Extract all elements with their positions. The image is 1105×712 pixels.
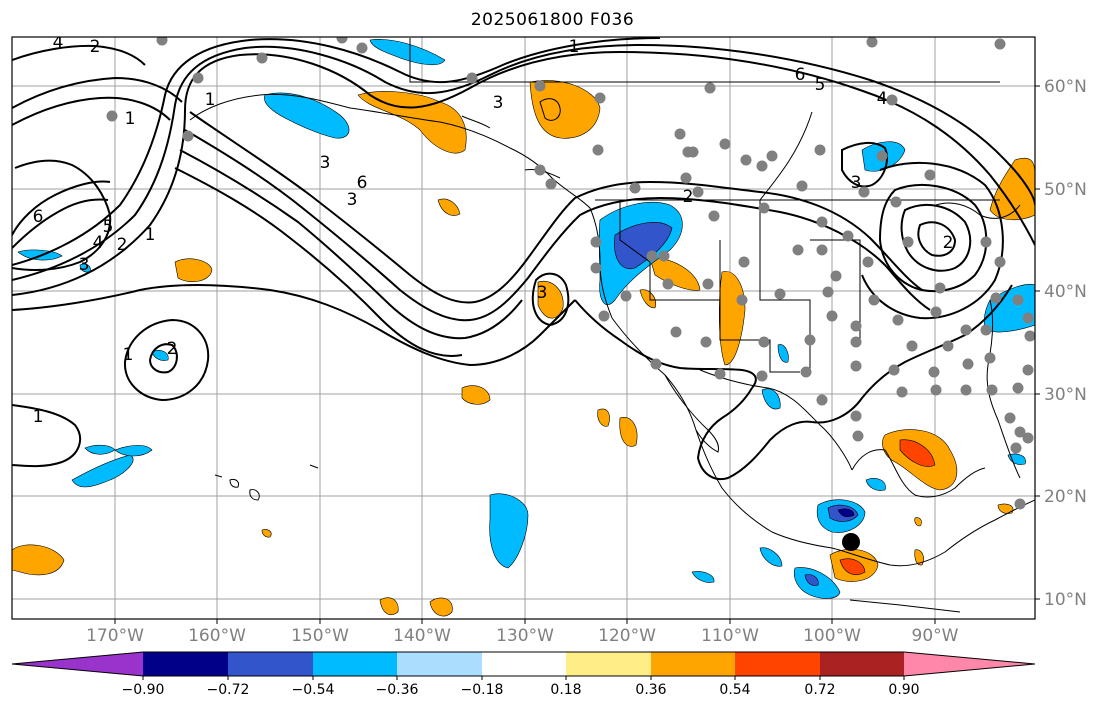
contour-lines	[12, 37, 1035, 480]
station-markers	[106, 37, 1035, 510]
colorbar-cell	[143, 652, 228, 676]
colorbar-cell	[820, 652, 904, 676]
contour-label: 6	[33, 207, 44, 227]
contour-label: 2	[117, 235, 128, 255]
highlight-marker	[842, 533, 860, 551]
contour-label: 6	[357, 173, 368, 193]
longitude-label: 170°W	[86, 626, 144, 646]
positive-anomaly-shading	[12, 80, 1035, 617]
latitude-label: 30°N	[1044, 385, 1087, 405]
contour-label: 3	[320, 153, 331, 173]
colorbar-cell	[228, 652, 313, 676]
colorbar-cell	[482, 652, 566, 676]
contour-label: 1	[205, 90, 216, 110]
longitude-label: 90°W	[911, 626, 959, 646]
contour-label: 3	[851, 173, 862, 193]
latitude-label: 20°N	[1044, 487, 1087, 507]
contour-label: 4	[877, 89, 888, 109]
colorbar-cell	[313, 652, 397, 676]
contour-label: 3	[347, 190, 358, 210]
longitude-label: 130°W	[496, 626, 554, 646]
contour-label: 6	[795, 65, 806, 85]
contour-label: 2	[943, 233, 954, 253]
longitude-label: 150°W	[291, 626, 349, 646]
colorbar-tick-label: 0.54	[719, 682, 751, 698]
contour-label: 5	[103, 217, 114, 237]
contour-label: 4	[93, 233, 104, 253]
colorbar-tick-label: −0.36	[375, 682, 419, 698]
colorbar-tick-label: 0.72	[804, 682, 836, 698]
contour-label: 2	[167, 339, 178, 359]
colorbar-tick-label: −0.72	[206, 682, 250, 698]
contour-label: 1	[569, 37, 580, 57]
colorbar-cell	[566, 652, 651, 676]
contour-label: 4	[53, 33, 64, 53]
map-title: 2025061800 F036	[470, 10, 635, 30]
contour-label: 2	[683, 187, 694, 207]
colorbar-tick-label: 0.36	[635, 682, 667, 698]
colorbar-cell	[904, 652, 1035, 676]
latitude-label: 50°N	[1044, 180, 1087, 200]
colorbar-tick-label: 0.90	[888, 682, 920, 698]
colorbar-tick-label: −0.90	[121, 682, 165, 698]
colorbar-tick-label: −0.18	[460, 682, 504, 698]
colorbar-tick-label: −0.54	[291, 682, 335, 698]
contour-labels: 4 2 1 6 5 4 3 2 1 1 2 1 3 6 3 3 6 5 4 1 …	[33, 33, 954, 427]
latitude-label: 10°N	[1044, 590, 1087, 610]
longitude-label: 140°W	[393, 626, 451, 646]
axis-ticks	[114, 85, 1040, 624]
latitude-label: 40°N	[1044, 282, 1087, 302]
longitude-label: 110°W	[701, 626, 759, 646]
longitude-label: 100°W	[803, 626, 861, 646]
contour-label: 1	[145, 225, 156, 245]
colorbar-cell	[735, 652, 820, 676]
colorbar-cell	[397, 652, 482, 676]
longitude-label: 160°W	[188, 626, 246, 646]
contour-label: 1	[33, 407, 44, 427]
colorbar-tick-label: 0.18	[550, 682, 582, 698]
latitude-label: 60°N	[1044, 77, 1087, 97]
contour-label: 2	[90, 37, 101, 57]
contour-label: 3	[537, 283, 548, 303]
contour-label: 1	[125, 109, 136, 129]
colorbar-cell	[12, 652, 143, 676]
contour-label: 1	[123, 345, 134, 365]
contour-label: 3	[493, 93, 504, 113]
plot-frame	[11, 36, 1036, 620]
contour-label: 3	[79, 255, 90, 275]
colorbar-cell	[651, 652, 735, 676]
longitude-label: 120°W	[598, 626, 656, 646]
colorbar	[11, 651, 1036, 680]
negative-anomaly-shading	[17, 39, 1035, 599]
contour-label: 5	[815, 75, 826, 95]
